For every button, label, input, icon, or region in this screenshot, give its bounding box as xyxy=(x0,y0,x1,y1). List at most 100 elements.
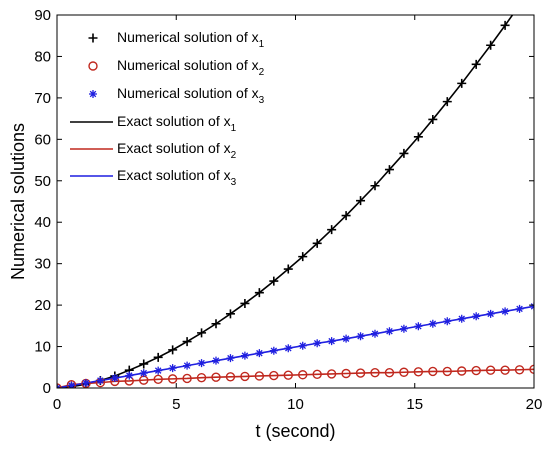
plus-marker-shape xyxy=(298,252,308,262)
circle-marker-shape xyxy=(88,61,98,71)
marker-x_1-28 xyxy=(457,78,467,88)
asterisk-marker-shape xyxy=(240,351,249,360)
legend-label-numerical-x_3-subscript: 3 xyxy=(259,95,265,106)
circle-marker-shape xyxy=(153,374,163,384)
marker-x_2-21 xyxy=(355,368,366,378)
y-tick-label: 10 xyxy=(34,339,51,356)
marker-x_2-32 xyxy=(514,365,525,375)
marker-x_3-23 xyxy=(385,327,394,336)
asterisk-marker-shape xyxy=(168,364,177,373)
circle-marker-shape xyxy=(471,365,481,376)
y-axis-title: Numerical solutions xyxy=(8,123,28,280)
marker-x_3-5 xyxy=(125,371,134,380)
exact-line-x_2 xyxy=(57,368,534,388)
legend-label-exact-x_1-subscript: 1 xyxy=(231,123,237,134)
plus-marker-shape xyxy=(211,319,221,329)
plus-marker-shape xyxy=(283,264,293,274)
marker-x_1-24 xyxy=(399,148,409,158)
marker-x_1-30 xyxy=(486,40,496,50)
circle-marker-shape xyxy=(298,370,308,380)
plus-marker-shape xyxy=(399,148,409,158)
circle-marker-shape xyxy=(225,372,236,382)
marker-x_1-26 xyxy=(428,114,438,124)
asterisk-marker-shape xyxy=(327,337,336,346)
marker-x_2-27 xyxy=(442,366,452,377)
x-tick-label: 0 xyxy=(53,396,61,413)
plus-marker-shape xyxy=(269,276,279,286)
marker-x_3-26 xyxy=(428,319,437,328)
marker-x_1-31 xyxy=(500,20,510,30)
marker-x_1-10 xyxy=(197,328,207,338)
marker-x_3-2 xyxy=(81,379,90,388)
marker-x_2-15 xyxy=(269,370,279,381)
marker-x_3-17 xyxy=(298,341,307,350)
circle-marker-shape xyxy=(485,365,496,375)
circle-marker-shape xyxy=(312,369,322,380)
plus-marker-shape xyxy=(225,309,235,319)
plus-marker-shape xyxy=(413,132,423,142)
circle-marker-shape xyxy=(341,368,351,379)
marker-x_2-9 xyxy=(182,373,192,384)
asterisk-marker-shape xyxy=(313,339,322,348)
plus-marker-shape xyxy=(240,298,250,308)
marker-x_3-3 xyxy=(96,376,105,385)
legend: Numerical solution of x1 Numerical soluti… xyxy=(70,29,265,188)
circle-marker-shape xyxy=(269,370,279,381)
asterisk-marker-shape xyxy=(96,376,105,385)
asterisk-marker-shape xyxy=(356,332,365,341)
plus-marker-shape xyxy=(197,328,207,338)
circle-marker-shape xyxy=(428,366,438,377)
legend-label-exact-x_1: Exact solution of x1 xyxy=(117,113,237,134)
plus-marker-shape xyxy=(471,59,481,69)
marker-x_1-22 xyxy=(370,181,380,191)
marker-x_1-20 xyxy=(341,211,351,221)
marker-x_2-17 xyxy=(298,370,308,380)
x-tick-label: 10 xyxy=(287,396,304,413)
plus-marker-shape xyxy=(384,165,394,175)
y-tick-label: 40 xyxy=(34,214,51,231)
y-tick-label: 50 xyxy=(34,173,51,190)
asterisk-marker-shape xyxy=(501,307,510,316)
circle-marker-shape xyxy=(283,370,293,380)
plus-marker-shape xyxy=(88,33,98,43)
y-tick-label: 70 xyxy=(34,90,51,107)
marker-x_1-11 xyxy=(211,319,221,329)
marker-x_1-6 xyxy=(139,359,149,369)
marker-x_3-1 xyxy=(67,381,76,388)
legend-label-numerical-x_1: Numerical solution of x1 xyxy=(117,29,265,50)
marker-x_3-8 xyxy=(168,364,177,373)
plus-marker-shape xyxy=(327,225,337,235)
asterisk-marker-shape xyxy=(81,379,90,388)
plus-marker-shape xyxy=(182,337,192,347)
circle-marker-shape xyxy=(355,368,366,378)
plus-marker-shape xyxy=(457,78,467,88)
marker-x_1-7 xyxy=(153,352,163,362)
asterisk-marker-shape xyxy=(139,369,148,378)
marker-x_1-21 xyxy=(356,196,366,206)
y-tick-label: 20 xyxy=(34,297,51,314)
legend-marker-x_2 xyxy=(88,61,98,71)
marker-x_1-19 xyxy=(327,225,337,235)
marker-x_1-12 xyxy=(225,309,235,319)
series-layer xyxy=(57,1,534,388)
circle-marker-shape xyxy=(457,366,467,376)
circle-marker-shape xyxy=(167,374,178,384)
marker-x_3-22 xyxy=(370,329,379,338)
plus-marker-shape xyxy=(428,114,438,124)
marker-x_3-25 xyxy=(414,322,423,331)
asterisk-marker-shape xyxy=(443,317,452,326)
marker-x_1-9 xyxy=(182,337,192,347)
plot-area xyxy=(57,15,534,388)
circle-marker-shape xyxy=(399,367,409,377)
marker-x_1-32 xyxy=(515,1,524,10)
legend-label-numerical-x_1-subscript: 1 xyxy=(259,39,265,50)
circle-marker-shape xyxy=(240,371,250,382)
circle-marker-shape xyxy=(500,365,510,375)
plus-marker-shape xyxy=(312,238,322,248)
plus-marker-shape xyxy=(356,196,366,206)
marker-x_2-25 xyxy=(413,367,424,377)
marker-x_3-32 xyxy=(515,304,524,313)
x-tick-label: 15 xyxy=(406,396,423,413)
asterisk-marker-shape xyxy=(298,341,307,350)
marker-x_1-8 xyxy=(168,345,178,355)
